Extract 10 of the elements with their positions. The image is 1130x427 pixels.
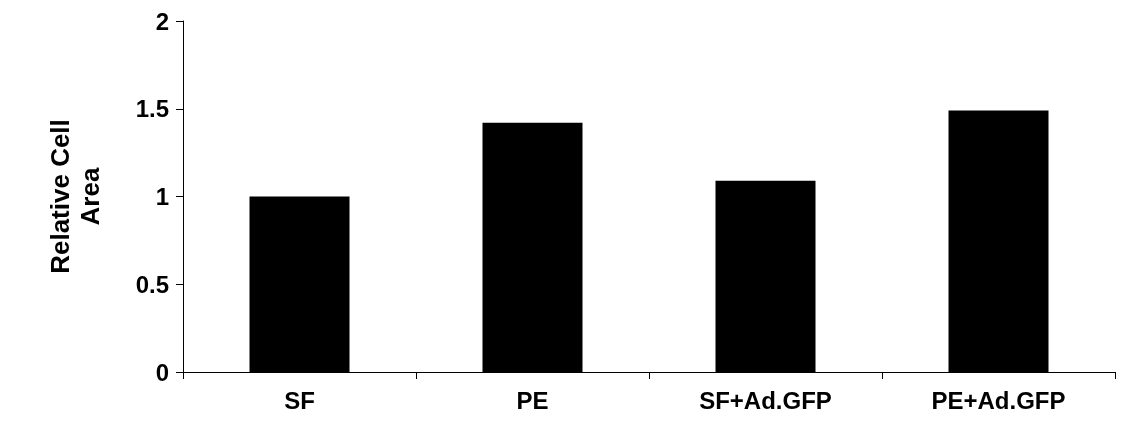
y-tick-label: 0.5: [135, 270, 169, 298]
y-tick-label: 2: [155, 7, 169, 35]
x-tick-label: SF+Ad.GFP: [699, 386, 832, 414]
y-tick-label: 1.5: [135, 95, 169, 123]
x-tick-label: SF: [284, 386, 315, 414]
x-tick-label: PE: [516, 386, 549, 414]
y-tick-label: 0: [155, 358, 169, 386]
y-tick-label: 1: [155, 183, 169, 210]
y-axis-title: Relative Cell Area: [45, 119, 105, 274]
x-tick-label: PE+Ad.GFP: [931, 386, 1066, 414]
